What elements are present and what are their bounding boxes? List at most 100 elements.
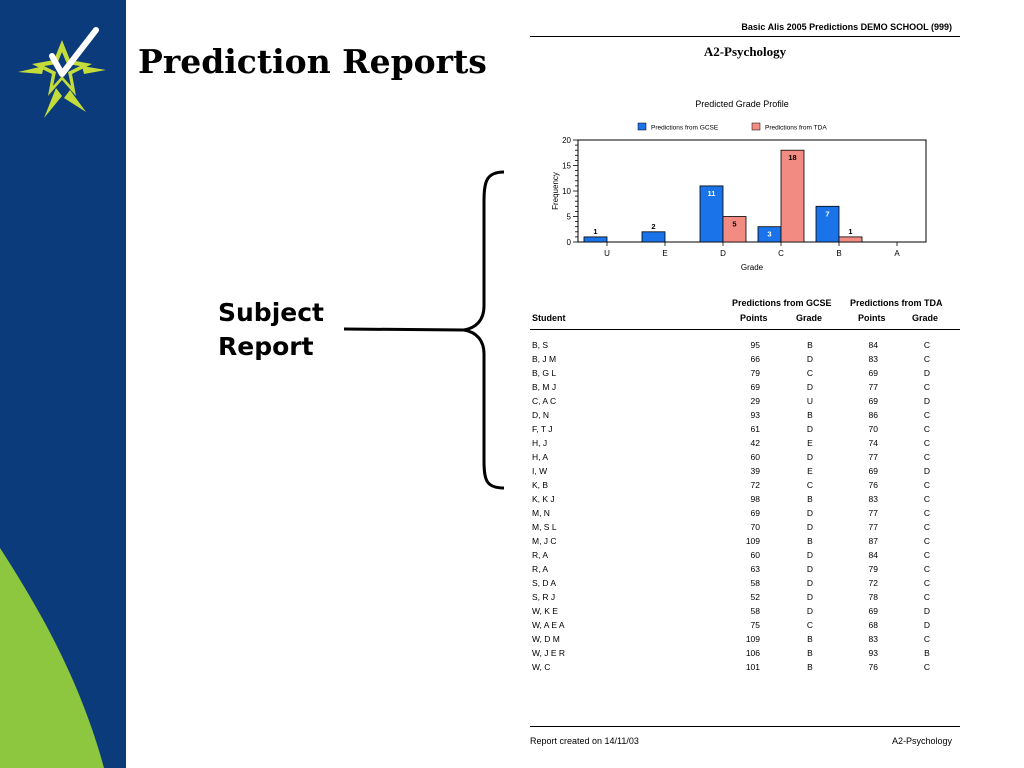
legend-label: Predictions from GCSE	[651, 125, 719, 132]
bar-value-label: 11	[708, 189, 716, 198]
gcse-grade: C	[806, 620, 814, 630]
gcse-points: 109	[745, 536, 760, 546]
bar	[815, 205, 840, 243]
tda-points: 93	[868, 648, 878, 658]
tda-points: 69	[868, 466, 878, 476]
col-header-tda-grade: Grade	[912, 313, 939, 323]
table-row: D, N 93 B 86 C	[530, 410, 960, 424]
x-tick-label: C	[778, 249, 784, 258]
gcse-points: 70	[750, 522, 760, 532]
table-row: M, J C 109 B 87 C	[530, 536, 960, 550]
gcse-grade: B	[807, 634, 813, 644]
y-tick-label: 20	[562, 136, 571, 145]
plot-frame	[577, 139, 927, 243]
table-row: B, M J 69 D 77 C	[530, 382, 960, 396]
report-subject: A2-Psychology	[703, 44, 787, 59]
group-header-gcse: Predictions from GCSE	[732, 298, 832, 308]
student-name: W, K E	[532, 606, 558, 616]
tda-points: 83	[868, 494, 878, 504]
x-tick-label: E	[662, 249, 667, 258]
student-name: M, N	[532, 508, 550, 518]
bar-value-label: 7	[825, 209, 829, 218]
tda-grade: C	[923, 536, 931, 546]
student-name: R, A	[532, 564, 549, 574]
student-name: B, S	[532, 340, 549, 350]
x-tick-label: B	[836, 249, 841, 258]
student-name: S, R J	[532, 592, 556, 602]
student-name: B, M J	[532, 382, 557, 392]
tda-points: 72	[868, 578, 878, 588]
col-header-gcse-grade: Grade	[796, 313, 823, 323]
legend-label: Predictions from TDA	[765, 125, 827, 132]
tda-points: 77	[868, 382, 878, 392]
gcse-grade: D	[806, 354, 814, 364]
student-name: D, N	[532, 410, 549, 420]
tda-grade: D	[923, 620, 931, 630]
y-tick-label: 5	[567, 213, 572, 222]
tda-grade: C	[923, 508, 931, 518]
bar-value-label: 1	[593, 227, 597, 236]
sidebar-green-swoosh	[0, 548, 104, 768]
gcse-points: 58	[750, 578, 760, 588]
tda-grade: C	[923, 480, 931, 490]
bar-value-label: 3	[767, 230, 771, 239]
table-row: C, A C 29 U 69 D	[530, 396, 960, 410]
grade-profile-chart: Predicted Grade Profile Predictions from…	[551, 99, 927, 272]
chart-title: Predicted Grade Profile	[695, 99, 789, 109]
chart-legend: Predictions from GCSE Predictions from TD…	[637, 122, 827, 132]
student-name: M, S L	[532, 522, 557, 532]
x-axis-label: Grade	[741, 263, 764, 272]
table-row: S, R J 52 D 78 C	[530, 592, 960, 606]
tda-grade: C	[923, 564, 931, 574]
tda-grade: C	[923, 424, 931, 434]
gcse-grade: D	[806, 592, 814, 602]
tda-points: 84	[868, 340, 878, 350]
student-name: S, D A	[532, 578, 557, 588]
tda-points: 87	[868, 536, 878, 546]
tda-grade: C	[923, 494, 931, 504]
x-tick-label: A	[894, 249, 900, 258]
tda-points: 83	[868, 354, 878, 364]
table-row: K, B 72 C 76 C	[530, 480, 960, 494]
table-row: R, A 63 D 79 C	[530, 564, 960, 578]
col-header-student: Student	[532, 313, 566, 323]
gcse-points: 75	[750, 620, 760, 630]
student-name: H, A	[532, 452, 549, 462]
bar	[583, 236, 608, 243]
gcse-points: 106	[745, 648, 760, 658]
gcse-points: 95	[750, 340, 760, 350]
tda-grade: D	[923, 368, 931, 378]
tda-grade: C	[923, 452, 931, 462]
gcse-grade: D	[806, 578, 814, 588]
gcse-grade: B	[807, 536, 813, 546]
bar	[838, 236, 863, 243]
y-axis: 0 5 10 15 20	[562, 136, 578, 247]
gcse-grade: D	[806, 522, 814, 532]
tda-points: 76	[868, 480, 878, 490]
gcse-points: 79	[750, 368, 760, 378]
tda-grade: C	[923, 522, 931, 532]
student-name: B, J M	[532, 354, 557, 364]
slide-title: Prediction Reports	[138, 42, 487, 81]
tda-grade: C	[923, 382, 931, 392]
tda-grade: C	[923, 340, 931, 350]
gcse-grade: C	[806, 368, 814, 378]
tda-points: 83	[868, 634, 878, 644]
gcse-grade: B	[807, 410, 813, 420]
tda-points: 86	[868, 410, 878, 420]
student-name: I, W	[532, 466, 548, 476]
tda-points: 77	[868, 508, 878, 518]
y-tick-label: 15	[562, 162, 571, 171]
bar-value-label: 2	[651, 222, 655, 231]
table-row: W, K E 58 D 69 D	[530, 606, 960, 620]
gcse-points: 39	[750, 466, 760, 476]
bar	[641, 231, 666, 243]
gcse-grade: D	[806, 382, 814, 392]
table-row: S, D A 58 D 72 C	[530, 578, 960, 592]
connector-line	[343, 327, 465, 332]
gcse-points: 52	[750, 592, 760, 602]
tda-grade: D	[923, 466, 931, 476]
gcse-grade: E	[807, 438, 813, 448]
bar-value-label: 1	[848, 227, 852, 236]
